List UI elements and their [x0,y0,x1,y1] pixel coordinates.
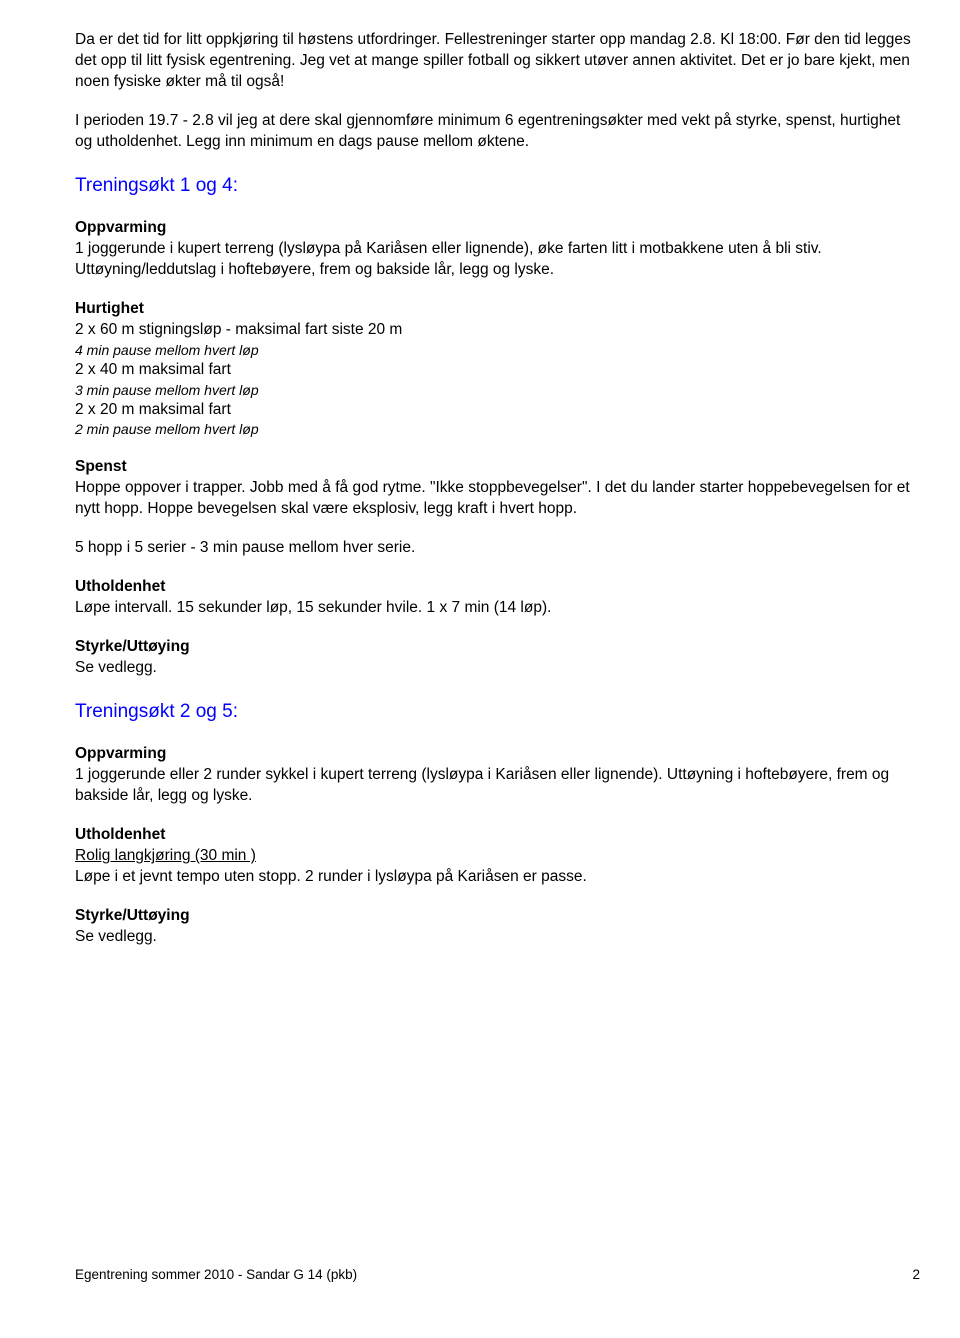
footer-text: Egentrening sommer 2010 - Sandar G 14 (p… [75,1267,357,1282]
speed-line-5: 2 x 20 m maksimal fart [75,400,920,421]
warmup-2-block: Oppvarming 1 joggerunde eller 2 runder s… [75,744,920,807]
spenst-block: Spenst Hoppe oppover i trapper. Jobb med… [75,457,920,520]
spenst-text: Hoppe oppover i trapper. Jobb med å få g… [75,478,920,520]
page-container: Da er det tid for litt oppkjøring til hø… [0,0,960,1300]
utholdenhet-text: Løpe intervall. 15 sekunder løp, 15 seku… [75,598,920,619]
speed-line-4: 3 min pause mellom hvert løp [75,381,920,400]
styrke-text: Se vedlegg. [75,658,920,679]
utholdenhet-2-line1: Rolig langkjøring (30 min ) [75,846,920,867]
warmup-heading: Oppvarming [75,218,920,239]
utholdenhet-1-block: Utholdenhet Løpe intervall. 15 sekunder … [75,577,920,619]
speed-block: Hurtighet 2 x 60 m stigningsløp - maksim… [75,299,920,439]
intro-paragraph-2: I perioden 19.7 - 2.8 vil jeg at dere sk… [75,111,920,153]
page-footer: Egentrening sommer 2010 - Sandar G 14 (p… [75,1266,920,1284]
speed-line-2: 4 min pause mellom hvert løp [75,341,920,360]
styrke-heading: Styrke/Uttøying [75,637,920,658]
speed-line-1: 2 x 60 m stigningsløp - maksimal fart si… [75,320,920,341]
utholdenhet-2-heading: Utholdenhet [75,825,920,846]
styrke-2-heading: Styrke/Uttøying [75,906,920,927]
warmup-2-text: 1 joggerunde eller 2 runder sykkel i kup… [75,765,920,807]
speed-line-3: 2 x 40 m maksimal fart [75,360,920,381]
speed-heading: Hurtighet [75,299,920,320]
warmup-1-block: Oppvarming 1 joggerunde i kupert terreng… [75,218,920,281]
spenst-sets: 5 hopp i 5 serier - 3 min pause mellom h… [75,538,920,559]
warmup-2-heading: Oppvarming [75,744,920,765]
speed-line-6: 2 min pause mellom hvert løp [75,420,920,439]
warmup-text: 1 joggerunde i kupert terreng (lysløypa … [75,239,920,281]
utholdenhet-2-block: Utholdenhet Rolig langkjøring (30 min ) … [75,825,920,888]
styrke-2-text: Se vedlegg. [75,927,920,948]
spenst-heading: Spenst [75,457,920,478]
utholdenhet-heading: Utholdenhet [75,577,920,598]
utholdenhet-2-line2: Løpe i et jevnt tempo uten stopp. 2 rund… [75,867,920,888]
session-2-5-title: Treningsøkt 2 og 5: [75,699,920,725]
footer-page-number: 2 [912,1266,920,1284]
intro-paragraph-1: Da er det tid for litt oppkjøring til hø… [75,30,920,93]
styrke-2-block: Styrke/Uttøying Se vedlegg. [75,906,920,948]
styrke-1-block: Styrke/Uttøying Se vedlegg. [75,637,920,679]
session-1-4-title: Treningsøkt 1 og 4: [75,173,920,199]
